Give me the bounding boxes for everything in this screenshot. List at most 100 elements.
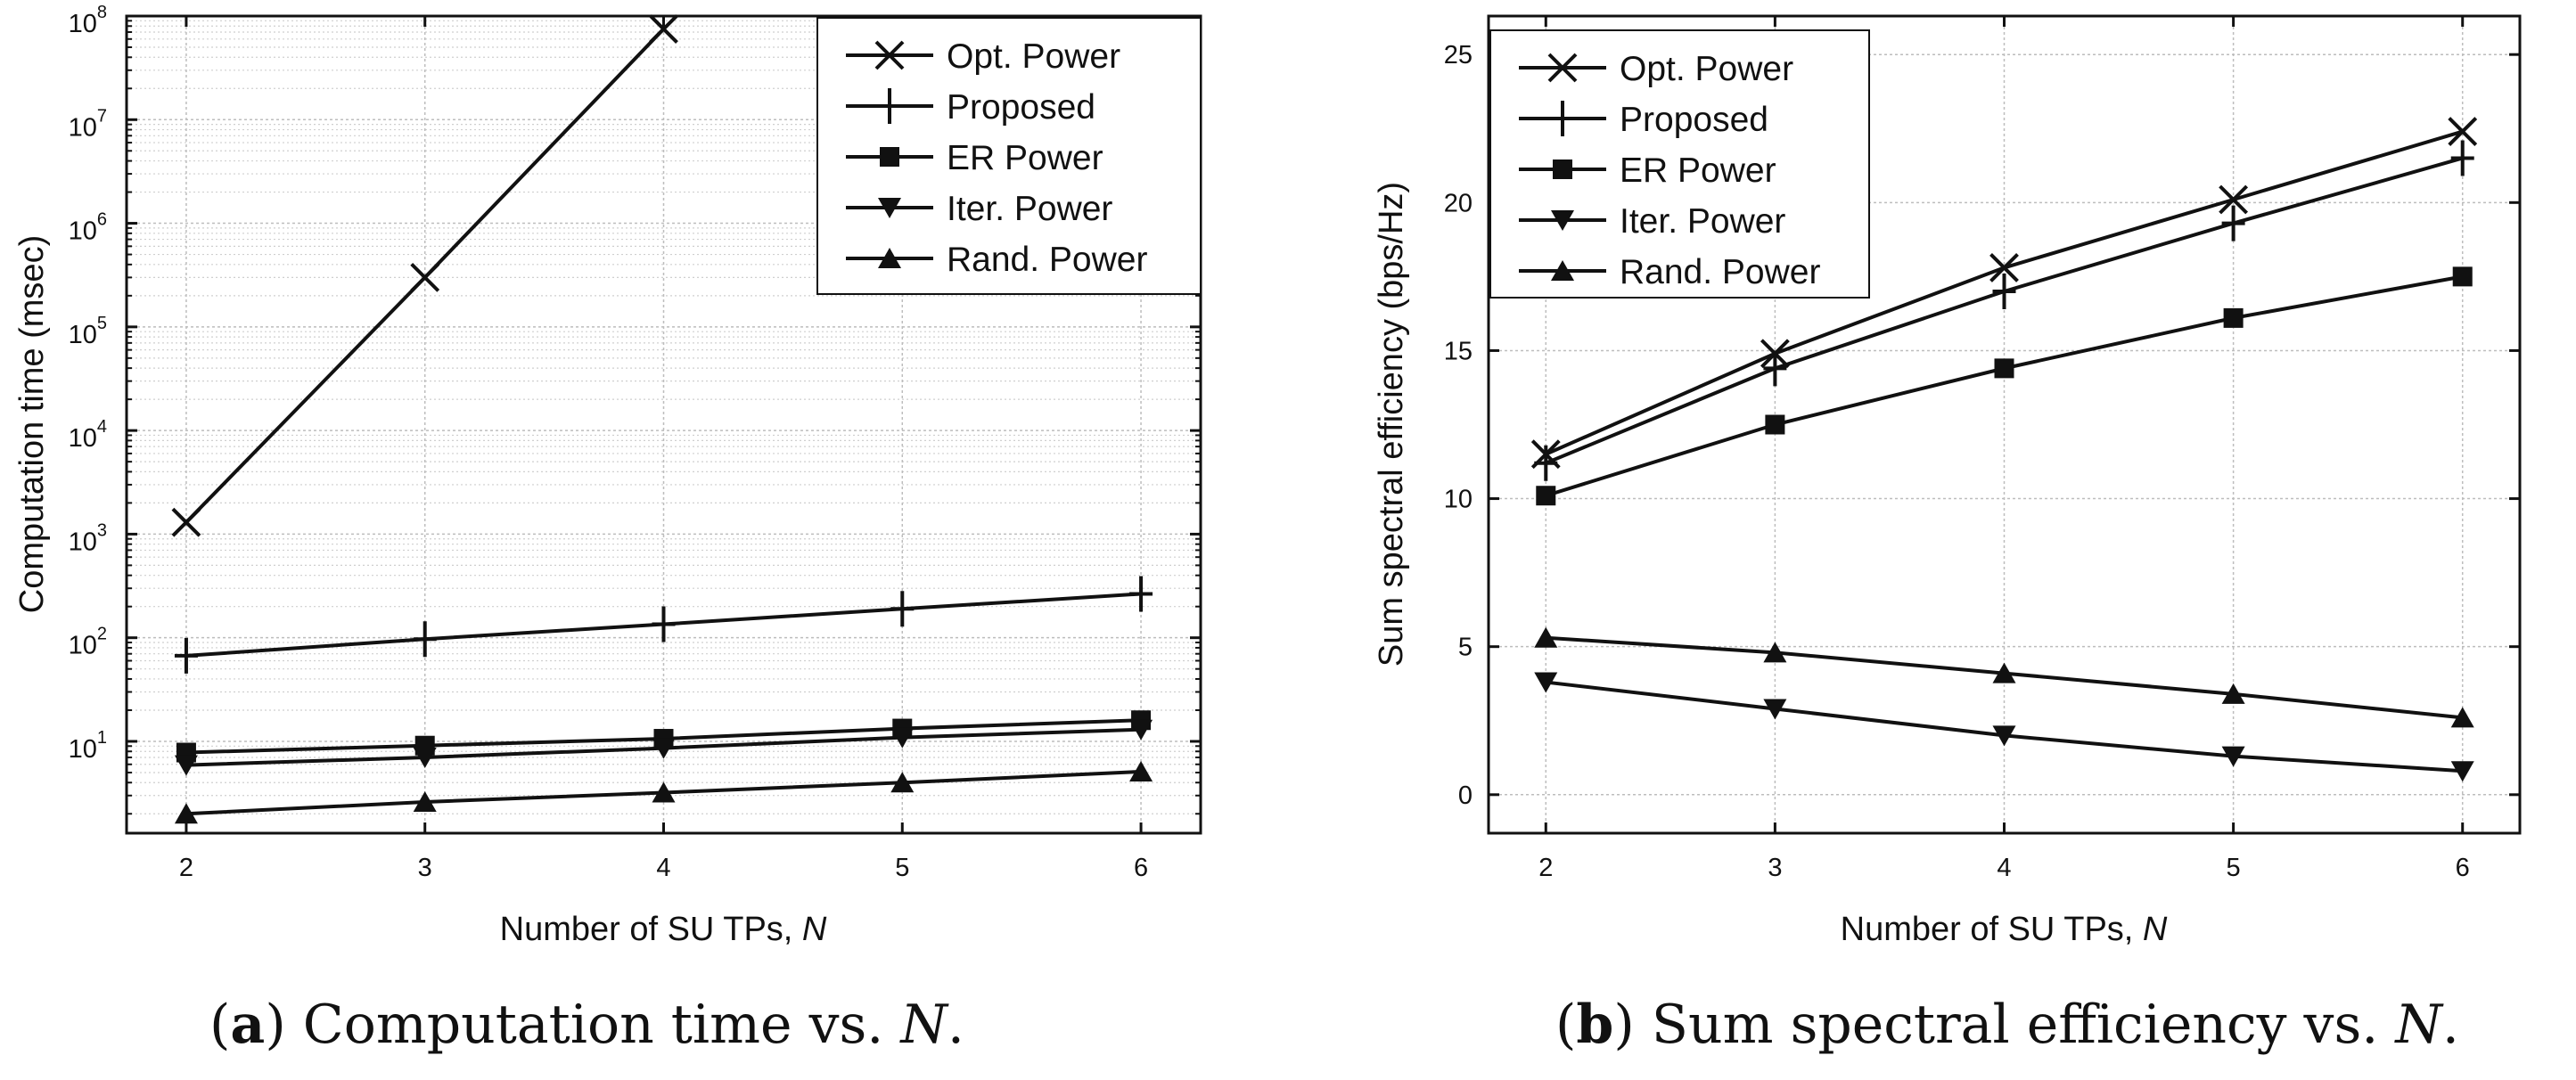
caption-a-text: Computation time vs. bbox=[285, 994, 901, 1056]
chart-b-data-point bbox=[2223, 307, 2244, 328]
chart-b-data-point bbox=[2448, 117, 2478, 146]
chart-a-y-tick-label: 104 bbox=[69, 417, 107, 453]
caption-b-var: N bbox=[2395, 994, 2442, 1056]
chart-a-data-point bbox=[174, 755, 198, 776]
chart-a-legend: Opt. Power Proposed ER Power Iter. Power Ran… bbox=[816, 17, 1202, 295]
chart-a-y-tick-base: 10 bbox=[69, 424, 97, 453]
chart-a-legend-marker bbox=[878, 88, 901, 124]
chart-b-data-point bbox=[1765, 414, 1785, 435]
chart-a-data-point bbox=[649, 14, 678, 44]
chart-a-legend-label: ER Power bbox=[947, 139, 1103, 177]
chart-b-x-tick-label: 6 bbox=[2456, 854, 2470, 882]
chart-a-y-tick-label: 101 bbox=[69, 728, 107, 764]
chart-a-y-tick-label: 105 bbox=[69, 314, 107, 349]
chart-a-data-point bbox=[413, 790, 437, 812]
chart-b-legend-marker bbox=[1547, 53, 1578, 83]
chart-a-series-rand-power bbox=[174, 760, 1153, 824]
chart-b-legend-label: Opt. Power bbox=[1620, 50, 1793, 88]
chart-b-x-tick-label: 4 bbox=[1997, 854, 2011, 882]
chart-a-series-iter-power bbox=[174, 719, 1153, 776]
chart-b-legend-marker bbox=[1551, 210, 1574, 231]
chart-a-legend-label: Opt. Power bbox=[947, 37, 1120, 76]
chart-a-y-tick-label: 106 bbox=[69, 210, 107, 246]
chart-a-y-tick-label: 102 bbox=[69, 625, 107, 660]
chart-b-data-point bbox=[2450, 707, 2474, 728]
chart-a-data-point bbox=[174, 637, 198, 674]
chart-a-y-tick-exp: 6 bbox=[97, 210, 107, 230]
chart-b-data-point bbox=[1763, 699, 1787, 720]
chart-a-y-tick-exp: 4 bbox=[97, 417, 107, 437]
chart-a-y-axis-label: Computation time (msec) bbox=[13, 235, 51, 613]
chart-b-series-iter-power bbox=[1534, 672, 2474, 782]
chart-b-x-tick-label: 3 bbox=[1768, 854, 1782, 882]
chart-a-data-point bbox=[890, 591, 915, 627]
chart-a-legend-marker bbox=[878, 248, 901, 268]
chart-b-data-point bbox=[2221, 746, 2245, 767]
chart-a-legend-marker bbox=[874, 40, 905, 70]
chart-b-x-axis-label-var: N bbox=[2143, 911, 2168, 948]
chart-b-y-tick-label: 20 bbox=[1444, 189, 1473, 217]
chart-a-legend-label: Rand. Power bbox=[947, 241, 1147, 279]
chart-a-y-tick-label: 103 bbox=[69, 520, 107, 556]
chart-b-data-point bbox=[2450, 761, 2474, 782]
chart-a-data-point bbox=[890, 772, 915, 793]
chart-b-x-axis-label-text: Number of SU TPs, bbox=[1841, 911, 2143, 948]
chart-b-series-rand-power bbox=[1534, 626, 2474, 728]
caption-b-end: . bbox=[2441, 994, 2459, 1056]
chart-a-y-tick-base: 10 bbox=[69, 10, 97, 38]
chart-b-x-axis-label: Number of SU TPs, N bbox=[1841, 911, 2168, 948]
chart-b-data-point bbox=[1994, 358, 2014, 379]
chart-a-y-tick-base: 10 bbox=[69, 632, 97, 660]
chart-b-data-point bbox=[1992, 725, 2016, 747]
chart-b-x-tick-label: 5 bbox=[2227, 854, 2241, 882]
chart-b-legend-marker bbox=[1551, 260, 1574, 281]
chart-a-y-tick-exp: 3 bbox=[97, 520, 107, 540]
chart-b-data-point bbox=[1992, 273, 2016, 309]
chart-a-y-tick-exp: 1 bbox=[97, 728, 107, 748]
caption-a-label: a bbox=[230, 994, 266, 1056]
chart-b-y-tick-label: 10 bbox=[1444, 486, 1473, 514]
caption-b-text: Sum spectral efficiency vs. bbox=[1634, 994, 2396, 1056]
chart-b-legend-marker bbox=[1553, 160, 1572, 179]
chart-b-data-point bbox=[1534, 672, 1558, 693]
chart-a-y-tick-base: 10 bbox=[69, 528, 97, 556]
chart-a-x-axis-label-text: Number of SU TPs, bbox=[500, 911, 802, 948]
chart-a-x-tick-label: 6 bbox=[1134, 854, 1148, 882]
chart-a-legend-label: Proposed bbox=[947, 88, 1095, 127]
chart-b-y-tick-label: 0 bbox=[1458, 781, 1473, 810]
caption-b-label: b bbox=[1576, 994, 1614, 1056]
chart-b-series-er-power bbox=[1536, 266, 2473, 506]
caption-b: (b) Sum spectral efficiency vs. N. bbox=[1555, 994, 2459, 1056]
chart-b-data-point bbox=[1989, 252, 2019, 282]
chart-a-x-axis-label-var: N bbox=[802, 911, 827, 948]
chart-a-data-point bbox=[652, 606, 676, 642]
chart-a-y-tick-base: 10 bbox=[69, 113, 97, 142]
chart-a-y-tick-base: 10 bbox=[69, 735, 97, 764]
chart-a-y-tick-base: 10 bbox=[69, 217, 97, 246]
chart-b-legend-item: Proposed bbox=[1519, 101, 1768, 139]
chart-b-legend-label: Proposed bbox=[1620, 101, 1768, 139]
chart-b-legend-item: Rand. Power bbox=[1519, 253, 1820, 291]
caption-a-end: . bbox=[947, 994, 964, 1056]
chart-a-legend-item: Iter. Power bbox=[846, 190, 1112, 228]
chart-a-y-tick-label: 107 bbox=[69, 106, 107, 142]
chart-a-data-point bbox=[652, 781, 676, 803]
caption-a: (a) Computation time vs. N. bbox=[209, 994, 964, 1056]
chart-a-y-tick-exp: 5 bbox=[97, 314, 107, 333]
chart-a-legend-item: Rand. Power bbox=[846, 241, 1147, 279]
chart-a-data-point bbox=[413, 621, 437, 658]
chart-a-legend-marker bbox=[878, 198, 901, 218]
chart-a-legend-item: Opt. Power bbox=[846, 37, 1120, 76]
chart-a-data-point bbox=[652, 738, 676, 759]
chart-a-data-point bbox=[410, 262, 440, 292]
chart-a-data-point bbox=[890, 727, 915, 749]
chart-a-data-point bbox=[413, 747, 437, 768]
chart-a-y-tick-label: 108 bbox=[69, 3, 107, 38]
chart-a-x-tick-label: 5 bbox=[895, 854, 909, 882]
chart-a-data-point bbox=[1129, 760, 1153, 781]
chart-a-series-opt-power bbox=[171, 14, 678, 537]
chart-b-y-tick-label: 5 bbox=[1458, 634, 1473, 662]
chart-b-y-axis-label: Sum spectral efficiency (bps/Hz) bbox=[1373, 182, 1410, 667]
chart-b-data-point bbox=[1534, 626, 1558, 648]
